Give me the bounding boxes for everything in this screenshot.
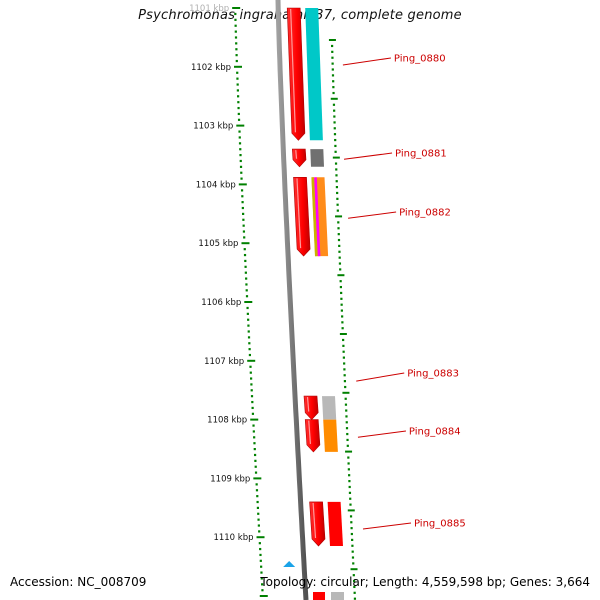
ruler-label: 1102 kbp bbox=[191, 63, 231, 73]
ruler-label: 1105 kbp bbox=[198, 239, 238, 249]
cds-arrow bbox=[303, 395, 319, 421]
ruler-label: 1107 kbp bbox=[204, 357, 244, 367]
cds-arrow bbox=[309, 501, 326, 547]
gene-label[interactable]: Ping_0884 bbox=[409, 427, 461, 438]
cds-highlight bbox=[290, 8, 296, 133]
accession-label: Accession: NC_008709 bbox=[10, 575, 147, 589]
cds-highlight bbox=[306, 397, 310, 412]
cds-highlight bbox=[295, 150, 298, 159]
gene-callout-line bbox=[342, 57, 391, 66]
cds-highlight bbox=[308, 420, 312, 444]
ruler-label: 1106 kbp bbox=[201, 298, 241, 308]
triangle-up-icon bbox=[283, 561, 296, 567]
gene-label[interactable]: Ping_0881 bbox=[395, 149, 447, 160]
cds-highlight bbox=[296, 178, 302, 249]
ruler-label: 1109 kbp bbox=[210, 474, 250, 484]
ruler-label: 1101 kbp bbox=[189, 4, 229, 14]
cds-arrow bbox=[291, 148, 307, 168]
ruler-label: 1103 kbp bbox=[193, 122, 233, 132]
ruler-label: 1110 kbp bbox=[213, 533, 253, 543]
cds-arrow bbox=[304, 419, 321, 453]
gene-stripe bbox=[314, 177, 321, 257]
cds-arrow bbox=[293, 177, 311, 257]
gene-stub bbox=[331, 592, 344, 600]
gene-callout-line bbox=[357, 430, 406, 438]
gene-bar[interactable] bbox=[305, 8, 323, 141]
gene-label[interactable]: Ping_0885 bbox=[414, 519, 466, 530]
gene-bar[interactable] bbox=[310, 149, 324, 167]
gene-label[interactable]: Ping_0883 bbox=[407, 369, 459, 380]
ruler-label: 1108 kbp bbox=[207, 416, 247, 426]
cds-highlight bbox=[312, 502, 317, 539]
gene-callout-line bbox=[343, 152, 393, 160]
gene-bar[interactable] bbox=[323, 419, 338, 452]
gene-track bbox=[305, 8, 343, 546]
gene-stripe bbox=[311, 177, 318, 257]
bottom-stubs bbox=[313, 592, 344, 600]
gene-label[interactable]: Ping_0882 bbox=[399, 208, 451, 219]
ruler-label: 1104 kbp bbox=[196, 180, 236, 190]
gene-callout-line bbox=[348, 211, 397, 219]
cds-track bbox=[286, 7, 326, 547]
gene-callout-line bbox=[362, 522, 412, 530]
kbp-ruler: 1101 kbp 1102 kbp 1103 kbp 1104 kbp 1105 kbp… bbox=[189, 4, 268, 597]
cds-arrow bbox=[286, 7, 306, 141]
gene-bar[interactable] bbox=[327, 501, 343, 546]
genome-backbone bbox=[275, 0, 309, 600]
genome-summary: Topology: circular; Length: 4,559,598 bp… bbox=[260, 575, 590, 589]
outer-tick-track bbox=[328, 39, 358, 600]
gene-callout-line bbox=[356, 372, 405, 382]
gene-label[interactable]: Ping_0880 bbox=[394, 54, 446, 65]
gene-bar[interactable] bbox=[322, 396, 337, 420]
cds-stub bbox=[313, 592, 325, 600]
gene-labels: Ping_0880 Ping_0881 Ping_0882 Ping_0883 Ping… bbox=[342, 54, 466, 530]
